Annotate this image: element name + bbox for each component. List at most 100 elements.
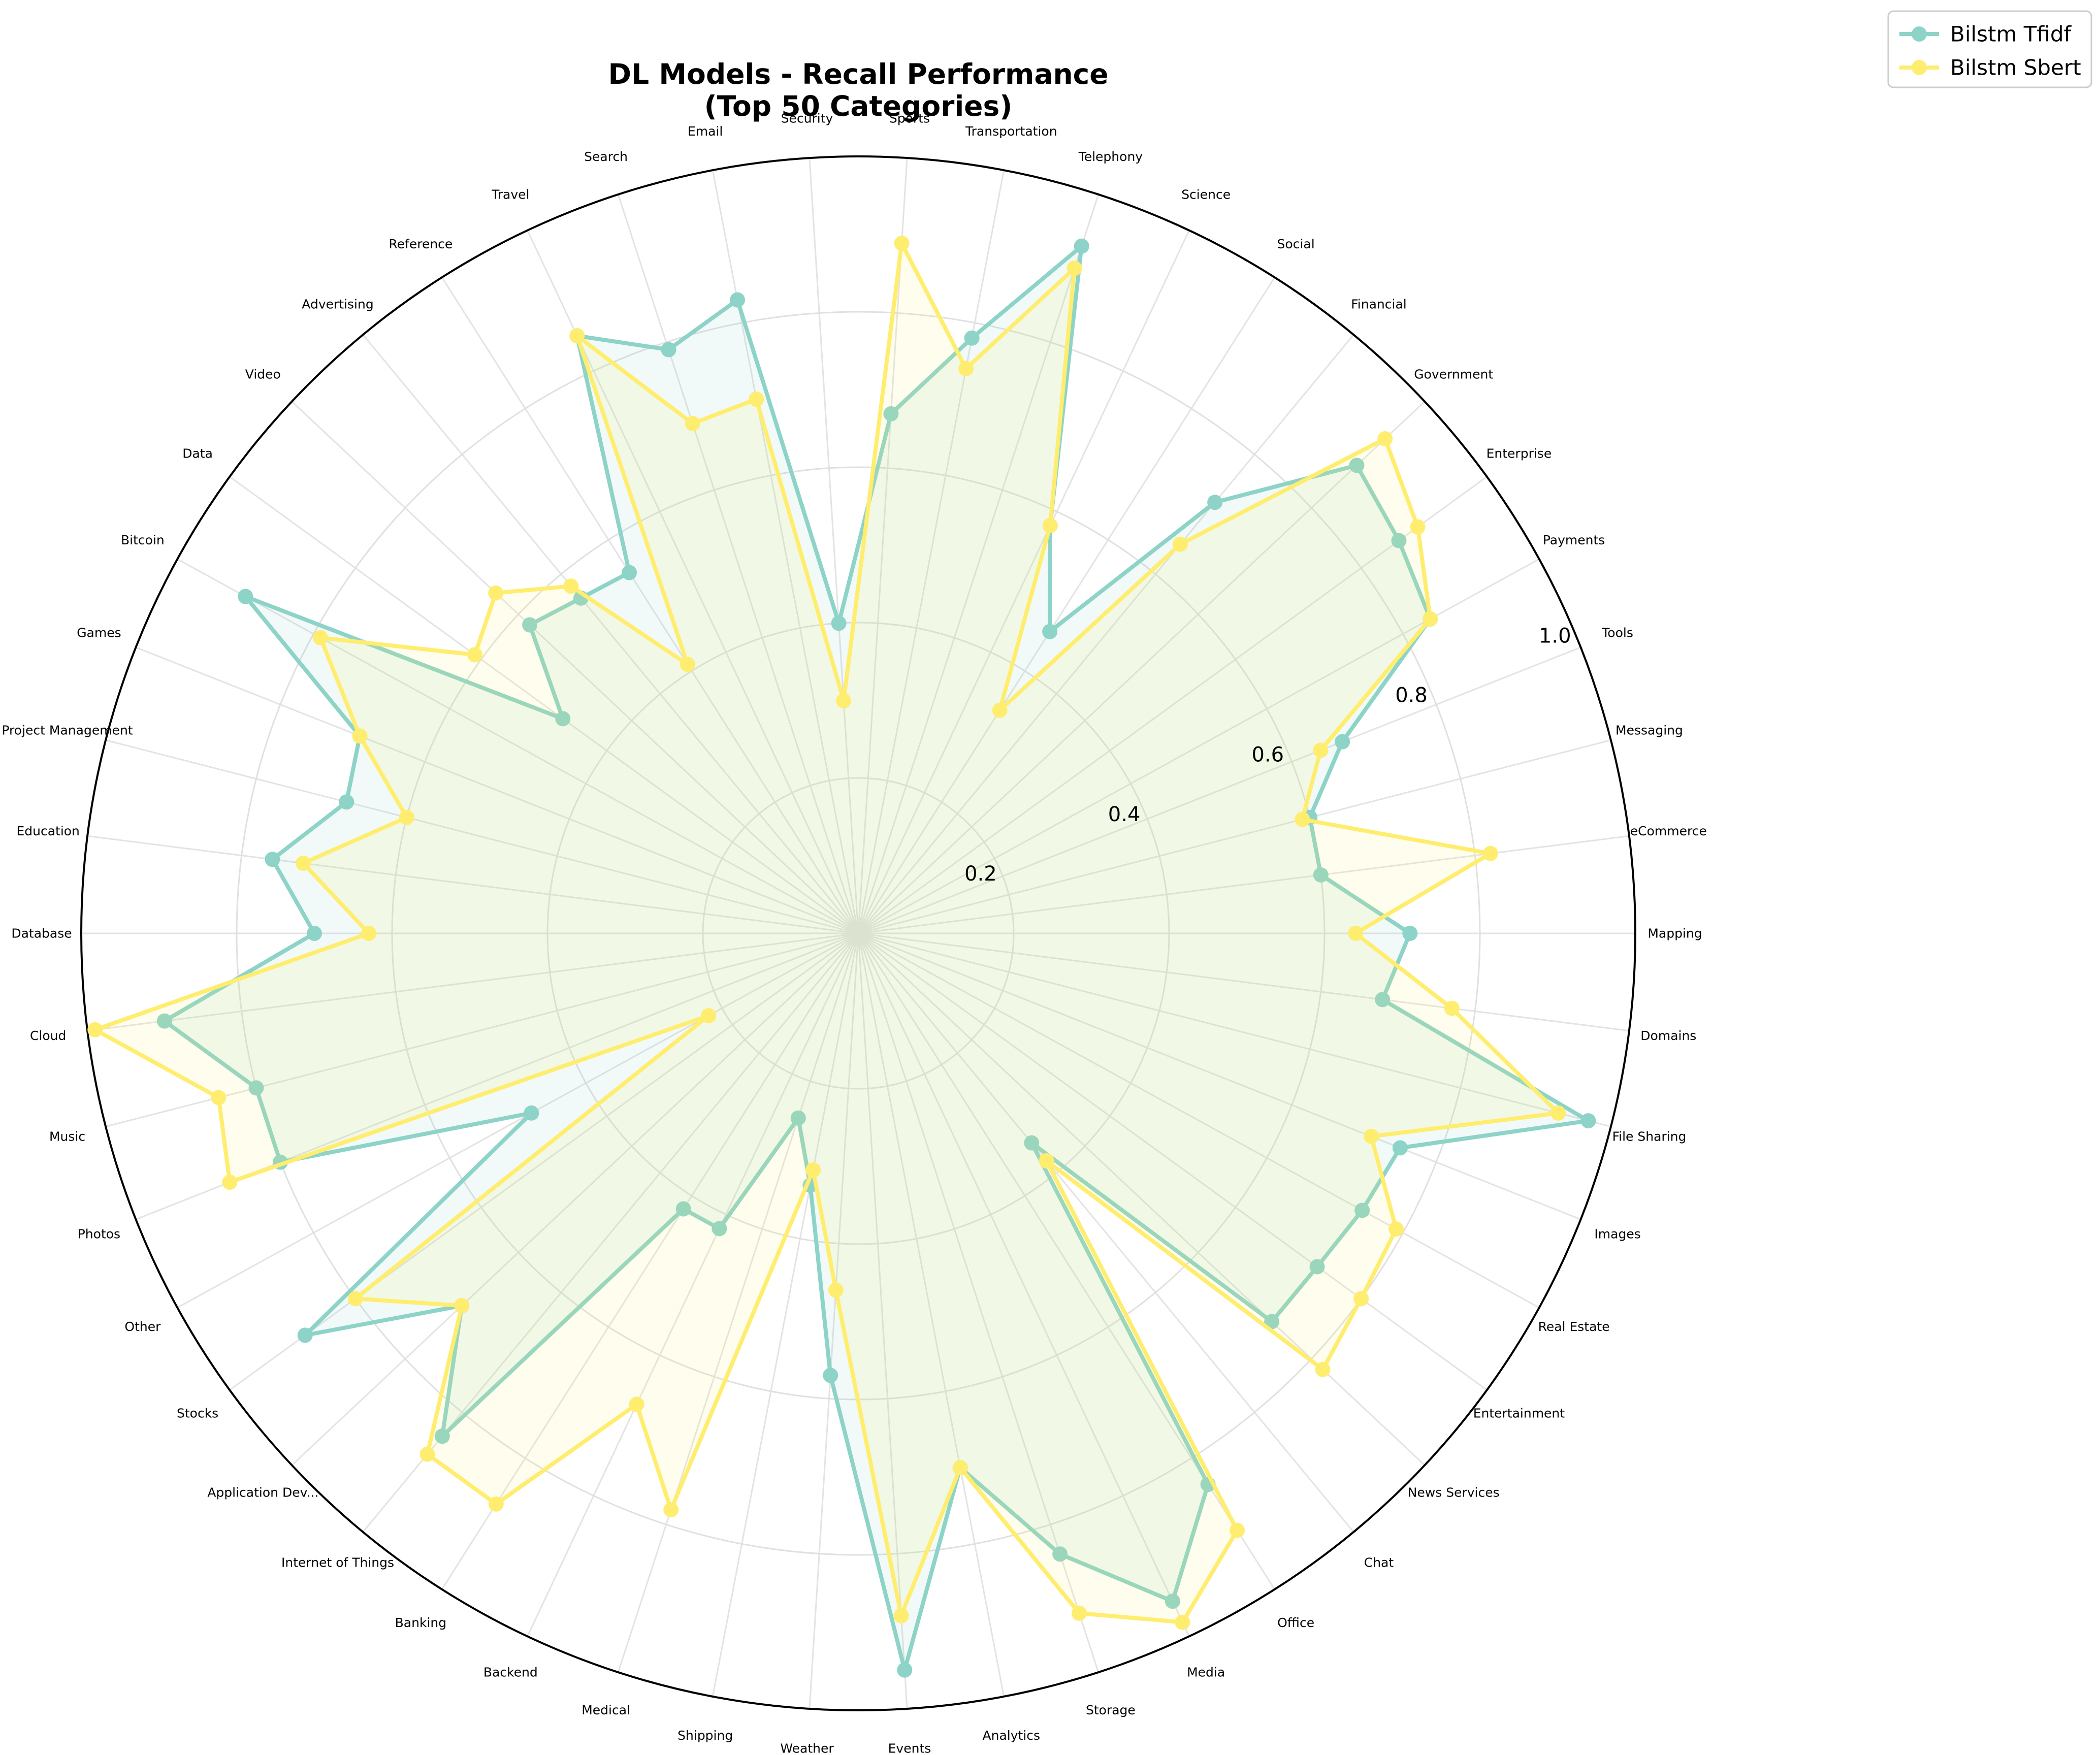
spoke-5 <box>858 476 1488 934</box>
series-1-point-27 <box>211 1090 227 1106</box>
rtick-label-1: 0.4 <box>1108 803 1141 826</box>
category-label-29: Other <box>124 1319 161 1334</box>
series-0-area <box>164 246 1589 1670</box>
spoke-3 <box>858 646 1581 934</box>
category-label-35: Medical <box>581 1703 630 1717</box>
category-label-20: Data <box>182 446 213 461</box>
legend-marker-0 <box>1912 26 1927 42</box>
series-1-point-5 <box>1410 519 1426 535</box>
series-1-point-46 <box>1388 1221 1404 1237</box>
category-label-40: Storage <box>1086 1703 1136 1717</box>
category-label-16: Travel <box>491 187 529 202</box>
series-0-point-15 <box>661 342 676 358</box>
spoke-21 <box>177 558 859 934</box>
category-label-33: Banking <box>395 1615 446 1630</box>
category-label-6: Government <box>1414 367 1493 382</box>
spoke-20 <box>229 476 859 934</box>
category-label-36: Shipping <box>677 1728 733 1743</box>
category-label-41: Media <box>1187 1665 1225 1679</box>
category-label-21: Bitcoin <box>121 533 165 547</box>
series-1-point-10 <box>1067 261 1082 276</box>
series-0-point-11 <box>964 330 980 346</box>
category-label-23: Project Management <box>2 723 133 738</box>
spoke-13 <box>809 157 859 934</box>
category-label-39: Analytics <box>983 1728 1041 1743</box>
series-0-point-37 <box>823 1368 838 1383</box>
series-0-point-27 <box>248 1080 264 1096</box>
series-0-point-33 <box>675 1201 691 1217</box>
series-1-point-18 <box>563 578 579 594</box>
series-0-point-30 <box>297 1327 313 1343</box>
category-label-32: Internet of Things <box>281 1555 394 1570</box>
series-1-point-23 <box>399 809 414 825</box>
category-label-48: File Sharing <box>1612 1129 1687 1144</box>
category-label-13: Security <box>781 111 833 126</box>
category-label-31: Application Dev... <box>207 1485 318 1500</box>
series-0-point-34 <box>712 1221 727 1237</box>
series-1-point-19 <box>488 585 504 601</box>
series-1-point-7 <box>1172 536 1188 552</box>
series-0-point-13 <box>831 615 847 631</box>
chart-title-line-1: DL Models - Recall Performance <box>608 58 1108 90</box>
series-1-point-37 <box>828 1282 844 1298</box>
series-0-point-21 <box>238 589 253 604</box>
series-1-point-9 <box>1042 518 1058 534</box>
series-layer <box>87 235 1596 1678</box>
series-1-point-48 <box>1550 1105 1566 1121</box>
series-1-point-44 <box>1315 1361 1331 1377</box>
spoke-45 <box>858 932 1488 1391</box>
spoke-8 <box>857 277 1276 934</box>
spoke-30 <box>229 932 859 1391</box>
spoke-27 <box>105 932 859 1127</box>
series-0-point-12 <box>883 406 899 421</box>
series-1-point-38 <box>893 1608 909 1623</box>
category-label-27: Music <box>49 1129 85 1144</box>
spoke-46 <box>858 932 1540 1309</box>
spoke-49 <box>858 932 1630 1032</box>
category-label-26: Cloud <box>30 1028 66 1043</box>
series-0-point-6 <box>1349 458 1365 473</box>
series-1-area <box>95 243 1559 1622</box>
rtick-label-2: 0.6 <box>1251 743 1284 767</box>
category-label-25: Database <box>11 926 72 941</box>
series-1-point-33 <box>488 1496 504 1512</box>
spoke-6 <box>857 401 1426 934</box>
series-0-point-7 <box>1207 495 1223 510</box>
series-1-point-36 <box>805 1162 821 1178</box>
category-label-8: Social <box>1277 237 1315 251</box>
series-1-point-49 <box>1444 1000 1460 1016</box>
category-label-37: Weather <box>780 1741 834 1755</box>
category-label-18: Advertising <box>302 297 373 312</box>
series-0-point-5 <box>1391 533 1407 548</box>
series-1-point-22 <box>352 728 368 744</box>
spoke-24 <box>87 835 859 934</box>
spoke-33 <box>441 933 859 1590</box>
series-1-point-28 <box>222 1175 238 1190</box>
series-1-point-31 <box>454 1298 470 1314</box>
category-label-7: Financial <box>1351 297 1406 312</box>
series-1-point-39 <box>952 1460 968 1476</box>
chart-title: DL Models - Recall Performance (Top 50 C… <box>608 58 1108 122</box>
category-label-12: Sports <box>889 111 930 126</box>
series-1-point-2 <box>1295 811 1310 827</box>
series-0-point-43 <box>1024 1135 1040 1151</box>
series-0-point-40 <box>1052 1546 1068 1562</box>
series-1-point-34 <box>629 1396 644 1412</box>
series-0-point-10 <box>1074 238 1089 254</box>
grid-ring-1 <box>546 622 1170 1245</box>
spoke-2 <box>858 739 1611 934</box>
series-0-point-14 <box>730 292 746 308</box>
series-1-point-14 <box>749 391 764 407</box>
category-label-30: Stocks <box>177 1406 218 1421</box>
series-1-point-8 <box>992 702 1008 718</box>
legend-label-0: Bilstm Tfidf <box>1950 22 2072 47</box>
series-0-point-20 <box>555 711 571 727</box>
series-1-point-1 <box>1482 846 1498 861</box>
spoke-38 <box>857 933 908 1709</box>
series-1-point-24 <box>296 855 311 871</box>
category-label-2: Messaging <box>1616 723 1683 738</box>
series-0-point-32 <box>434 1428 450 1444</box>
series-1-point-4 <box>1423 611 1438 627</box>
category-label-42: Office <box>1277 1615 1314 1630</box>
